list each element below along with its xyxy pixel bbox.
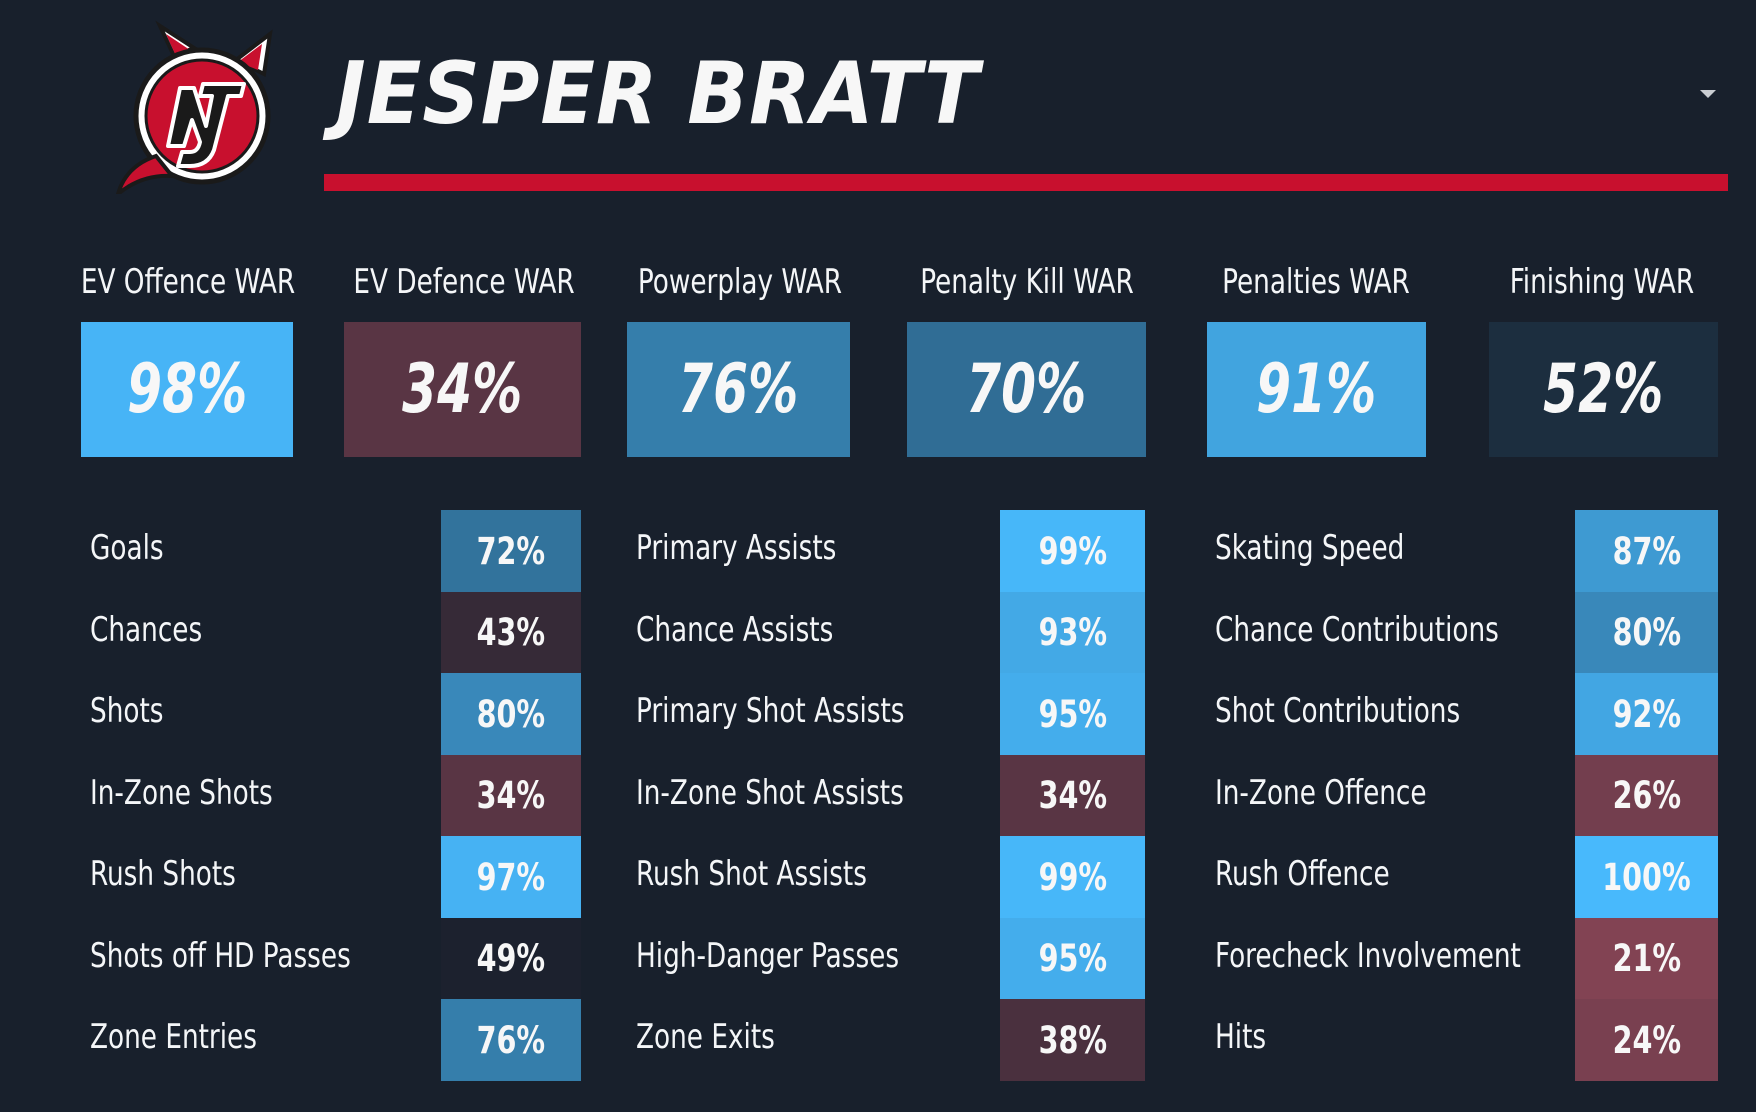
stat-value: 92% xyxy=(1612,692,1681,736)
stat-label: Chances xyxy=(90,609,203,650)
stat-value-cell: 72% xyxy=(441,510,581,592)
stat-value: 87% xyxy=(1612,529,1681,573)
stat-value: 99% xyxy=(1038,529,1107,573)
stat-label: Shots xyxy=(90,691,164,731)
stat-value: 76% xyxy=(476,1018,546,1062)
stat-value: 38% xyxy=(1038,1018,1107,1062)
stat-label: Zone Entries xyxy=(90,1017,257,1057)
stat-value: 80% xyxy=(1612,611,1681,654)
stat-value-cell: 38% xyxy=(1000,999,1145,1081)
war-value: 34% xyxy=(402,350,523,429)
stat-label: Shot Contributions xyxy=(1215,691,1461,731)
war-value: 70% xyxy=(966,350,1087,429)
stat-value-cell: 34% xyxy=(1000,754,1145,837)
stat-label: High-Danger Passes xyxy=(636,935,900,976)
stat-value: 100% xyxy=(1602,855,1691,899)
stat-label: Zone Exits xyxy=(636,1017,775,1057)
war-label: Finishing WAR xyxy=(1509,262,1695,302)
team-logo xyxy=(102,16,276,200)
stat-label: Hits xyxy=(1215,1017,1267,1057)
war-label: Penalties WAR xyxy=(1222,262,1410,302)
stat-value: 34% xyxy=(476,774,546,817)
stat-value: 97% xyxy=(476,855,546,899)
stat-value: 99% xyxy=(1038,855,1107,899)
war-value: 52% xyxy=(1543,350,1664,429)
stat-label: In-Zone Offence xyxy=(1215,772,1427,813)
stat-value: 43% xyxy=(476,611,546,654)
stat-value-cell: 26% xyxy=(1575,754,1718,837)
stat-value-cell: 21% xyxy=(1575,917,1718,1000)
title-underline xyxy=(324,174,1728,191)
stat-value-cell: 87% xyxy=(1575,510,1718,592)
war-value-box: 91% xyxy=(1207,322,1426,457)
war-value-box: 70% xyxy=(907,322,1146,457)
war-value: 91% xyxy=(1256,350,1377,429)
stat-value: 34% xyxy=(1038,774,1107,817)
stat-label: Goals xyxy=(90,528,164,568)
stat-value-cell: 93% xyxy=(1000,591,1145,674)
stat-value: 26% xyxy=(1612,774,1681,817)
stat-value-cell: 99% xyxy=(1000,836,1145,918)
stat-value: 72% xyxy=(476,529,546,573)
stat-label: Chance Contributions xyxy=(1215,609,1499,650)
stat-value-cell: 43% xyxy=(441,591,581,674)
war-value-box: 34% xyxy=(344,322,581,457)
stat-value-cell: 24% xyxy=(1575,999,1718,1081)
stat-label: In-Zone Shot Assists xyxy=(636,772,904,813)
war-label: Powerplay WAR xyxy=(637,262,843,302)
stat-value: 95% xyxy=(1038,937,1107,980)
devils-logo-icon xyxy=(114,20,273,200)
stat-value: 49% xyxy=(476,937,546,980)
war-value-box: 76% xyxy=(627,322,850,457)
stat-label: Rush Shots xyxy=(90,854,236,894)
stat-value: 21% xyxy=(1612,937,1681,980)
war-value: 98% xyxy=(126,350,248,429)
stat-value-cell: 76% xyxy=(441,999,581,1081)
war-label: EV Offence WAR xyxy=(80,262,296,302)
stat-value-cell: 97% xyxy=(441,836,581,918)
war-value-box: 52% xyxy=(1489,322,1718,457)
stat-value-cell: 49% xyxy=(441,917,581,1000)
stat-value-cell: 95% xyxy=(1000,917,1145,1000)
stat-value: 93% xyxy=(1038,611,1107,654)
stat-value: 24% xyxy=(1612,1018,1681,1062)
stat-label: Skating Speed xyxy=(1215,528,1405,568)
stat-value-cell: 100% xyxy=(1575,836,1718,918)
stat-value: 95% xyxy=(1038,692,1107,736)
stat-label: Shots off HD Passes xyxy=(90,935,351,976)
stat-label: Rush Shot Assists xyxy=(636,854,867,894)
stat-label: Rush Offence xyxy=(1215,854,1390,894)
war-value-box: 98% xyxy=(81,322,293,457)
war-label: Penalty Kill WAR xyxy=(920,262,1134,302)
player-name: JESPER BRATT xyxy=(336,44,980,144)
stat-label: Chance Assists xyxy=(636,609,834,650)
stat-label: In-Zone Shots xyxy=(90,772,273,813)
stat-label: Forecheck Involvement xyxy=(1215,935,1521,976)
stat-value-cell: 99% xyxy=(1000,510,1145,592)
stat-value-cell: 92% xyxy=(1575,673,1718,755)
stat-value-cell: 95% xyxy=(1000,673,1145,755)
stat-label: Primary Assists xyxy=(636,528,837,568)
stat-value-cell: 80% xyxy=(441,673,581,755)
stat-value: 80% xyxy=(476,692,546,736)
stat-label: Primary Shot Assists xyxy=(636,691,905,731)
war-label: EV Defence WAR xyxy=(353,262,575,302)
war-value: 76% xyxy=(678,350,799,429)
stat-value-cell: 34% xyxy=(441,754,581,837)
stat-value-cell: 80% xyxy=(1575,591,1718,674)
dropdown-arrow-icon[interactable] xyxy=(1700,90,1716,98)
